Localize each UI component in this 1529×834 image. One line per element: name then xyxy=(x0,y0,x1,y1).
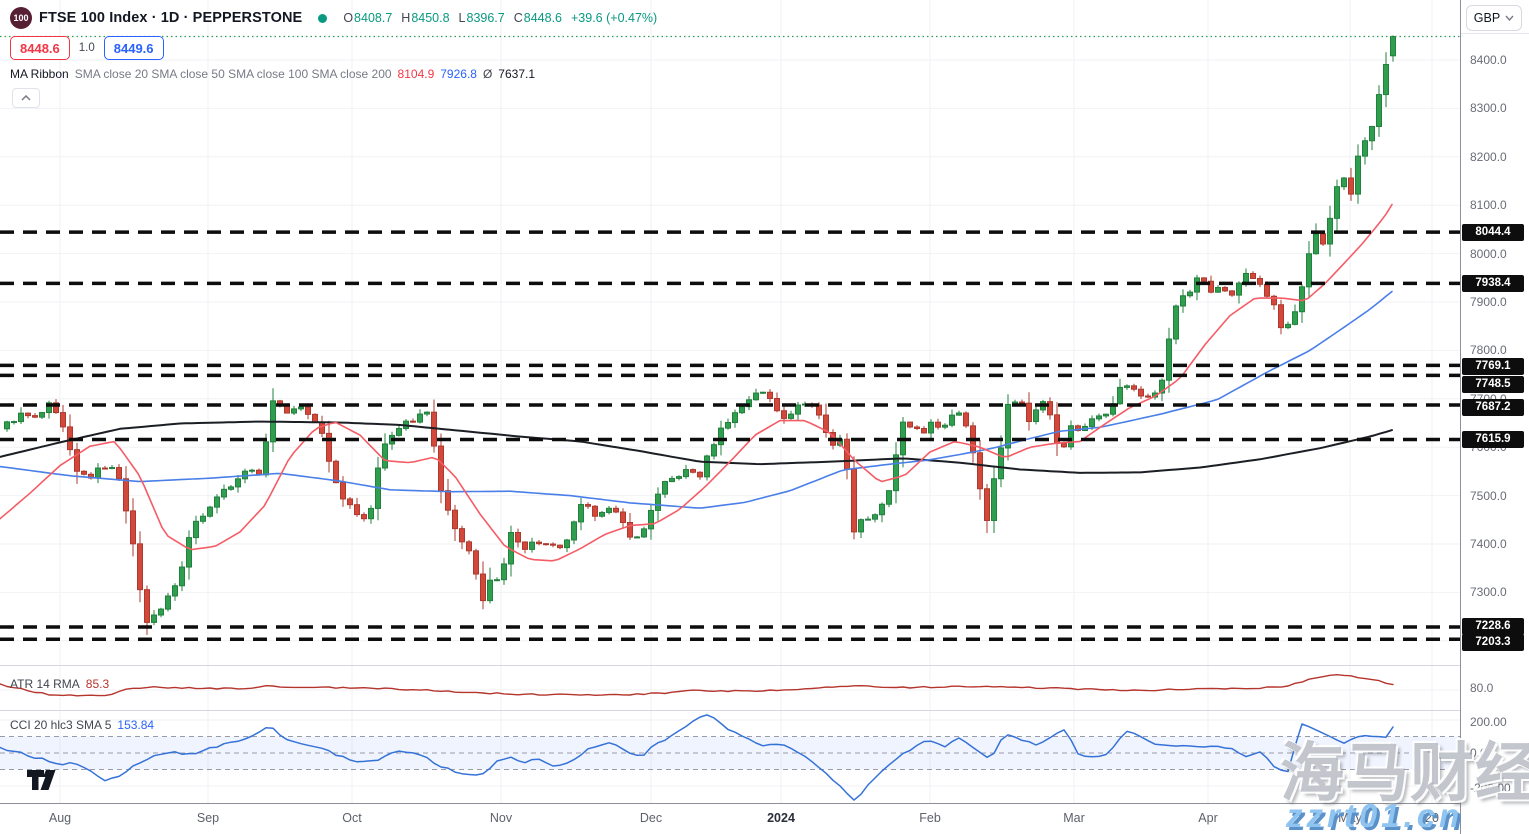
cci-name: CCI 20 hlc3 SMA 5 xyxy=(10,718,112,732)
price-axis-label: 7900.0 xyxy=(1470,295,1507,309)
collapse-pane-button[interactable] xyxy=(12,88,40,108)
chevron-down-icon xyxy=(1505,15,1514,21)
atr-line xyxy=(0,674,1394,697)
symbol-title[interactable]: FTSE 100 Index · 1D · PEPPERSTONE xyxy=(39,10,303,26)
atr-name: ATR 14 RMA xyxy=(10,677,80,691)
spread-value: 1.0 xyxy=(78,42,95,54)
sma50-line xyxy=(0,290,1393,509)
ma-ribbon-label[interactable]: MA Ribbon xyxy=(10,67,69,81)
atr-axis-label: 80.0 xyxy=(1470,681,1494,695)
price-level-tag: 7687.2 xyxy=(1462,398,1524,416)
time-axis-label: Mar xyxy=(1063,811,1085,825)
cci-axis-label: -200.00 xyxy=(1470,781,1511,795)
time-axis-border xyxy=(0,803,1529,804)
ma-ribbon-params: SMA close 20 SMA close 50 SMA close 100 … xyxy=(74,67,392,81)
indicator-status-line: MA Ribbon SMA close 20 SMA close 50 SMA … xyxy=(10,67,535,81)
time-axis-label: Dec xyxy=(639,811,663,825)
sma200-line xyxy=(0,420,1393,474)
cci-axis-label: 0.00 xyxy=(1470,746,1494,760)
price-level-tag: 7615.9 xyxy=(1462,430,1524,448)
ask-price-button[interactable]: 8449.6 xyxy=(103,36,164,60)
high-value: 8450.8 xyxy=(411,11,450,25)
price-axis-label: 8100.0 xyxy=(1470,198,1507,213)
price-level-tag: 8044.4 xyxy=(1462,223,1524,241)
sma200-value: 7637.1 xyxy=(498,67,535,81)
time-axis-label: Nov xyxy=(489,811,513,825)
price-axis-label: 8200.0 xyxy=(1470,149,1507,164)
price-level-tag: 7203.3 xyxy=(1462,633,1524,651)
bid-price-button[interactable]: 8448.6 xyxy=(10,36,70,60)
cci-line xyxy=(0,714,1394,801)
average-symbol: Ø xyxy=(482,67,493,81)
sma20-value: 8104.9 xyxy=(397,67,435,81)
currency-selector[interactable]: GBP xyxy=(1466,5,1522,31)
currency-label: GBP xyxy=(1473,11,1501,25)
time-axis-label: 2024 xyxy=(767,811,795,825)
price-axis-label: 7300.0 xyxy=(1470,585,1507,600)
price-axis[interactable]: ⚙ 8400.08300.08200.08100.08000.07900.078… xyxy=(1461,0,1529,834)
close-label: C xyxy=(513,11,523,25)
candles xyxy=(4,35,1396,635)
tradingview-logo-icon[interactable] xyxy=(26,768,64,792)
price-level-tag: 7938.4 xyxy=(1462,274,1524,292)
open-label: O xyxy=(343,11,354,25)
low-value: 8396.7 xyxy=(466,11,505,25)
change-value: +39.6 (+0.47%) xyxy=(571,11,658,25)
price-axis-label: 7400.0 xyxy=(1470,537,1507,551)
time-axis-label: 20 xyxy=(1425,811,1439,825)
price-level-lines xyxy=(0,230,1460,641)
high-label: H xyxy=(401,11,411,25)
grid-lines xyxy=(0,0,1460,803)
time-axis-label: Apr xyxy=(1198,811,1218,825)
pane-separator-atr[interactable] xyxy=(0,665,1529,666)
open-value: 8408.7 xyxy=(354,11,393,25)
price-level-tag: 7769.1 xyxy=(1462,357,1524,375)
sma50-value: 7926.8 xyxy=(440,67,477,81)
watermark-chinese: 海马财经 xyxy=(1280,737,1529,809)
time-axis-label: Feb xyxy=(919,811,941,825)
price-axis-border xyxy=(1460,0,1461,834)
chevron-up-icon xyxy=(21,95,31,101)
time-axis-label: May xyxy=(1338,811,1362,825)
cci-indicator-label[interactable]: CCI 20 hlc3 SMA 5 153.84 xyxy=(10,718,154,732)
symbol-logo[interactable]: 100 xyxy=(10,7,32,29)
close-value: 8448.6 xyxy=(523,11,562,25)
time-axis[interactable]: Aug Sep Oct Nov Dec 2024 Feb Mar Apr May 20 xyxy=(0,804,1460,834)
watermark-site: zzrt01.cn xyxy=(1286,797,1464,834)
cci-value: 153.84 xyxy=(117,718,155,732)
cci-axis-label: 200.00 xyxy=(1470,715,1507,729)
cci-band xyxy=(0,736,1460,770)
price-level-tag: 7748.5 xyxy=(1462,375,1524,393)
price-axis-label: 8000.0 xyxy=(1470,246,1507,261)
price-axis-label: 8400.0 xyxy=(1470,53,1507,67)
ohlc-status-line: O 8408.7 H 8450.8 L 8396.7 C 8448.6 +39.6 (+… xyxy=(343,11,657,25)
market-status-dot[interactable] xyxy=(318,13,328,23)
low-label: L xyxy=(458,11,466,25)
time-axis-label: Aug xyxy=(48,811,72,825)
price-axis-label: 8300.0 xyxy=(1470,101,1507,116)
price-axis-label: 7800.0 xyxy=(1470,343,1507,358)
axis-corner-separator xyxy=(1461,33,1529,34)
atr-value: 85.3 xyxy=(85,677,110,691)
time-axis-label: Oct xyxy=(342,811,362,825)
price-axis-label: 7500.0 xyxy=(1470,488,1507,503)
price-level-tag: 7228.6 xyxy=(1462,617,1524,635)
pane-separator-cci[interactable] xyxy=(0,710,1529,711)
time-axis-label: Sep xyxy=(196,811,220,825)
atr-indicator-label[interactable]: ATR 14 RMA 85.3 xyxy=(10,677,109,691)
sma20-line xyxy=(0,203,1393,562)
